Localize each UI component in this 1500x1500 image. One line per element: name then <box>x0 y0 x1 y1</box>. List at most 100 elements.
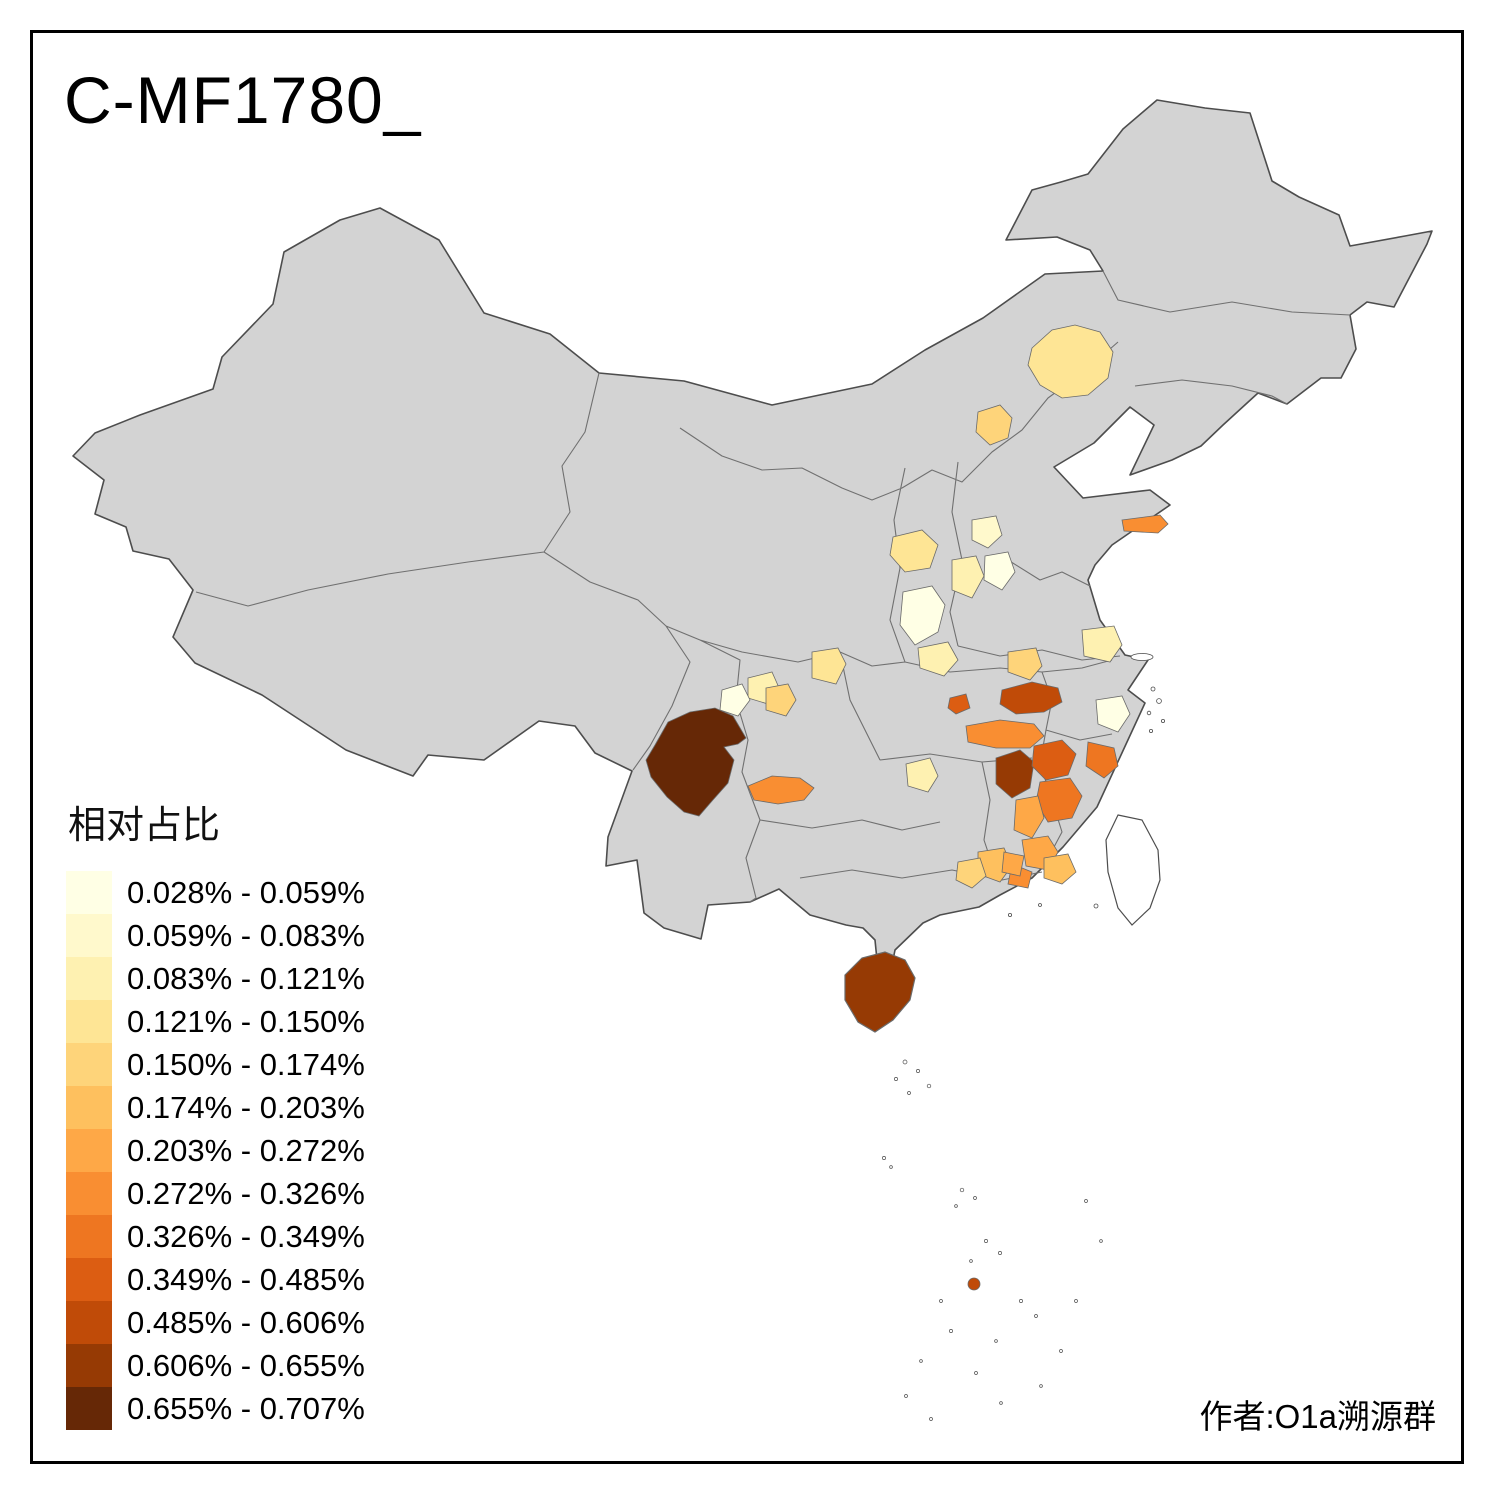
prefecture-region <box>889 529 939 573</box>
prefecture-region <box>1027 324 1114 399</box>
legend-range-label: 0.272% - 0.326% <box>127 1175 365 1211</box>
hainan-island <box>844 951 916 1033</box>
legend-swatch <box>66 1387 112 1430</box>
island-dot <box>907 1091 911 1095</box>
island-dot <box>954 1204 958 1208</box>
island-dot <box>916 1069 920 1073</box>
prefecture-region <box>965 719 1045 749</box>
legend-range-label: 0.174% - 0.203% <box>127 1089 365 1125</box>
island-dot <box>1034 1314 1038 1318</box>
legend-item: 0.272% - 0.326% <box>66 1172 365 1215</box>
legend-item: 0.059% - 0.083% <box>66 914 365 957</box>
legend-swatch <box>66 914 112 957</box>
legend-item: 0.326% - 0.349% <box>66 1215 365 1258</box>
prefecture-region <box>905 757 939 793</box>
prefecture-region <box>765 683 797 717</box>
prefecture-region <box>1095 695 1131 733</box>
island-dot <box>994 1339 998 1343</box>
legend-item: 0.174% - 0.203% <box>66 1086 365 1129</box>
legend-item: 0.349% - 0.485% <box>66 1258 365 1301</box>
legend-swatch <box>66 1086 112 1129</box>
chongming-island <box>1130 653 1154 661</box>
island-dot <box>1059 1349 1063 1353</box>
prefecture-region <box>917 641 959 677</box>
prefecture-region <box>1001 851 1025 877</box>
island-dot <box>969 1259 973 1263</box>
prefecture-region <box>955 857 987 889</box>
coastal-islands <box>1008 686 1166 918</box>
province-borders <box>195 270 1351 903</box>
island-dot <box>959 1187 965 1193</box>
island-dot <box>1099 1239 1103 1243</box>
prefecture-region <box>971 515 1003 549</box>
legend-swatch <box>66 1000 112 1043</box>
legend-swatch <box>66 1043 112 1086</box>
legend-swatch <box>66 957 112 1000</box>
island-dot <box>1074 1299 1078 1303</box>
legend-swatch <box>66 1344 112 1387</box>
island-dot <box>889 1165 893 1169</box>
legend-swatch <box>66 1129 112 1172</box>
island-dot <box>904 1394 908 1398</box>
island-dot <box>882 1156 886 1160</box>
legend-item: 0.655% - 0.707% <box>66 1387 365 1430</box>
legend-range-label: 0.083% - 0.121% <box>127 960 365 996</box>
prefecture-region <box>1081 625 1123 663</box>
island-dot <box>939 1299 943 1303</box>
prefecture-region-darkest <box>645 707 747 817</box>
prefecture-region <box>1085 741 1119 779</box>
prefecture-region <box>995 749 1035 799</box>
island-dot <box>926 1083 932 1089</box>
prefecture-region <box>1121 514 1169 534</box>
prefecture-region <box>1013 795 1045 839</box>
prefecture-region <box>999 681 1063 715</box>
island-dot <box>919 1359 923 1363</box>
island-dot <box>984 1239 988 1243</box>
prefecture-region <box>747 775 815 805</box>
legend-range-label: 0.059% - 0.083% <box>127 917 365 953</box>
legend-range-label: 0.150% - 0.174% <box>127 1046 365 1082</box>
island-dot <box>1084 1199 1088 1203</box>
legend-range-label: 0.349% - 0.485% <box>127 1261 365 1297</box>
legend-range-label: 0.655% - 0.707% <box>127 1390 365 1426</box>
island-dot <box>999 1401 1003 1405</box>
legend-item: 0.606% - 0.655% <box>66 1344 365 1387</box>
legend-swatch <box>66 1172 112 1215</box>
legend-range-label: 0.121% - 0.150% <box>127 1003 365 1039</box>
legend-item: 0.083% - 0.121% <box>66 957 365 1000</box>
island-dot <box>974 1371 978 1375</box>
island-dot <box>929 1417 933 1421</box>
legend-rows: 0.028% - 0.059% 0.059% - 0.083% 0.083% - 0… <box>66 871 365 1430</box>
island-dot <box>894 1077 898 1081</box>
legend-range-label: 0.606% - 0.655% <box>127 1347 365 1383</box>
legend-item: 0.203% - 0.272% <box>66 1129 365 1172</box>
legend: 相对占比 0.028% - 0.059% 0.059% - 0.083% 0.083… <box>66 794 365 1430</box>
prefecture-region <box>899 585 946 646</box>
legend-range-label: 0.485% - 0.606% <box>127 1304 365 1340</box>
taiwan-island <box>1105 814 1161 926</box>
island-dot <box>1039 1384 1043 1388</box>
legend-item: 0.485% - 0.606% <box>66 1301 365 1344</box>
prefecture-region <box>1031 739 1077 781</box>
legend-item: 0.150% - 0.174% <box>66 1043 365 1086</box>
legend-swatch <box>66 1258 112 1301</box>
south-china-sea-islands <box>882 1059 1103 1421</box>
island-dot <box>1019 1299 1023 1303</box>
legend-swatch <box>66 871 112 914</box>
legend-swatch <box>66 1301 112 1344</box>
legend-range-label: 0.203% - 0.272% <box>127 1132 365 1168</box>
legend-range-label: 0.028% - 0.059% <box>127 874 365 910</box>
attribution: 作者:O1a溯源群 <box>1199 1398 1436 1435</box>
colored-prefectures <box>645 324 1169 889</box>
islands <box>844 653 1166 1421</box>
prefecture-region <box>1007 647 1043 681</box>
colored-island-dot <box>967 1277 981 1291</box>
prefecture-region <box>975 404 1013 446</box>
legend-item: 0.121% - 0.150% <box>66 1000 365 1043</box>
prefecture-region <box>719 683 751 717</box>
island-dot <box>949 1329 953 1333</box>
legend-item: 0.028% - 0.059% <box>66 871 365 914</box>
prefecture-region <box>1043 853 1077 885</box>
